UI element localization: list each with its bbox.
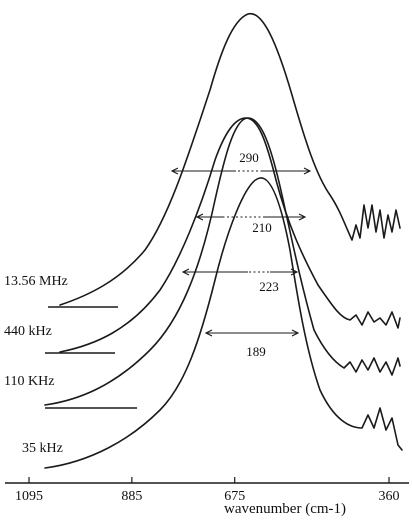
x-tick-label: 675 <box>224 489 245 504</box>
spectrum-13-56mhz <box>59 12 401 306</box>
spectrum-110khz <box>44 117 401 406</box>
x-axis-ticks: 1095 885 675 360 <box>15 477 400 504</box>
x-axis-label: wavenumber (cm-1) <box>224 501 346 517</box>
spectrum-440khz <box>59 117 401 353</box>
series-label-110khz: 110 KHz <box>4 374 54 389</box>
series-label-13-56mhz: 13.56 MHz <box>4 274 68 289</box>
spectrum-35khz <box>44 177 403 469</box>
series-label-35khz: 35 kHz <box>22 441 63 456</box>
fwhm-label-223: 223 <box>259 279 279 294</box>
fwhm-label-290: 290 <box>239 150 259 165</box>
fwhm-label-189: 189 <box>246 344 266 359</box>
series-label-440khz: 440 kHz <box>4 324 52 339</box>
x-tick-label: 885 <box>121 489 142 504</box>
fwhm-label-210: 210 <box>252 220 272 235</box>
x-tick-label: 360 <box>379 489 400 504</box>
x-tick-label: 1095 <box>15 489 43 504</box>
